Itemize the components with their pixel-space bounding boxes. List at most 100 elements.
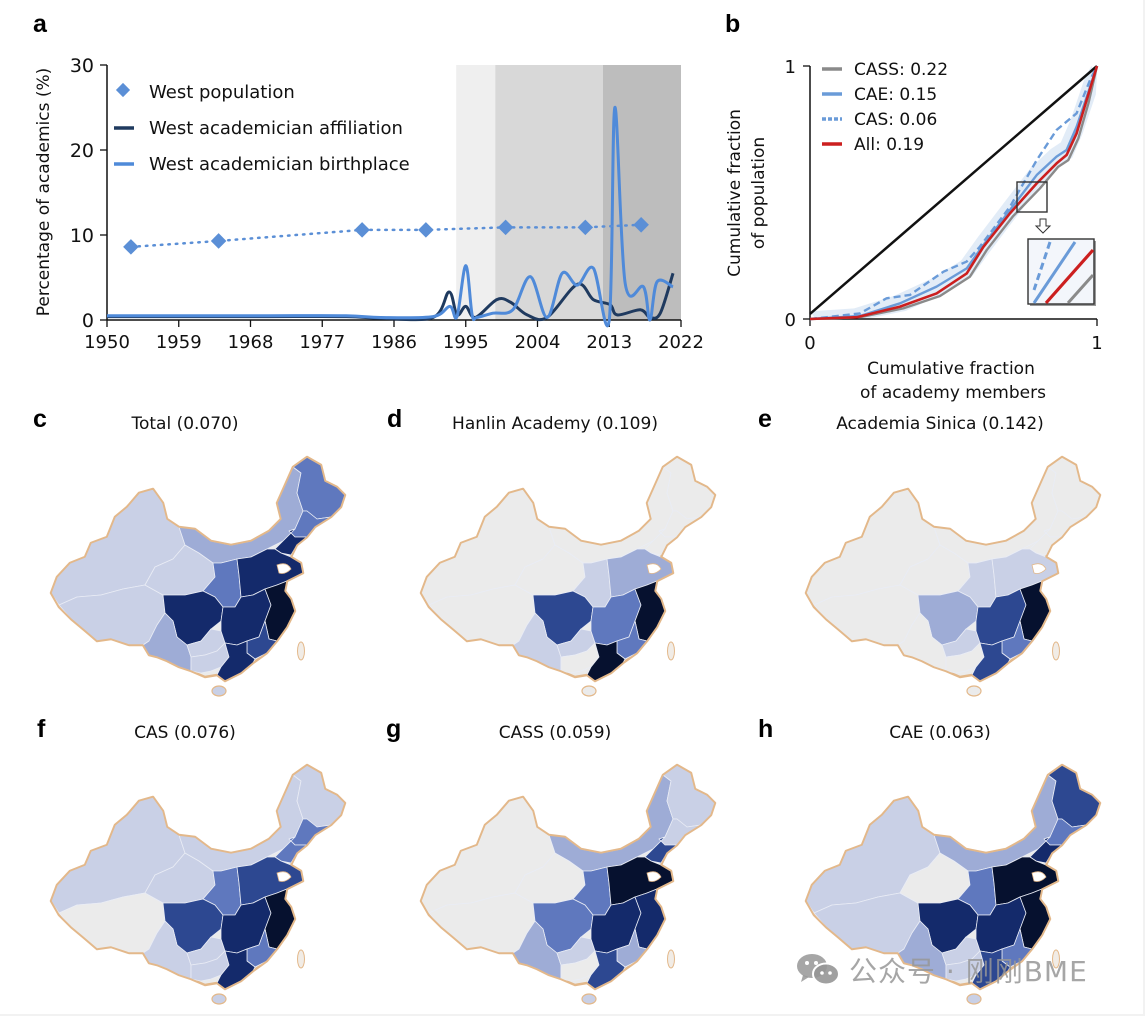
data-point-west-population: [418, 222, 434, 238]
map-title-cae: CAE (0.063): [889, 723, 991, 743]
lorenz-curve-cass: [809, 65, 1099, 321]
x-axis-label-line-2: of academy members: [860, 383, 1046, 403]
panel-letter-h: h: [758, 715, 774, 743]
panel-letter-d: d: [387, 405, 403, 433]
inset-curve-cae: [1032, 241, 1077, 304]
legend-label-cas: CAS: 0.06: [854, 110, 937, 130]
panel-letter-e: e: [758, 405, 772, 433]
x-tick-label: 1959: [156, 332, 202, 353]
province-east-coast: [634, 580, 666, 642]
choropleth-map-cass: [419, 763, 717, 1005]
map-title-cass: CASS (0.059): [498, 723, 612, 743]
bohai-sea: [276, 871, 292, 882]
map-title-academia-sinica: Academia Sinica (0.142): [836, 414, 1044, 434]
bohai-sea: [1031, 563, 1047, 574]
island-taiwan: [667, 641, 675, 661]
island-taiwan: [1052, 641, 1060, 661]
choropleth-map-academia-sinica: [804, 455, 1102, 697]
map-title-total: Total (0.070): [131, 414, 239, 434]
y-axis-label: Percentage of academics (%): [34, 68, 54, 317]
island-taiwan: [297, 949, 305, 969]
choropleth-map-hanlin: [419, 455, 717, 697]
data-point-west-population: [210, 233, 227, 249]
legend-label-affiliation: West academician affiliation: [149, 118, 403, 139]
chart-b-lorenz-curves: 0 1 0 1 CASS: 0.22 CAE: 0.15 CAS: 0.06 All: 0.…: [725, 57, 1103, 403]
y-tick-label: 20: [70, 140, 94, 162]
x-tick-label: 0: [804, 333, 815, 354]
data-point-west-population: [577, 219, 594, 236]
chart-a-line-chart: 0 10 20 30 1950 1959 1968 1977 1986 1995 2004 2013 2…: [34, 55, 704, 353]
choropleth-map-cas: [49, 763, 347, 1005]
map-title-cas: CAS (0.076): [134, 723, 236, 743]
panel-letter-f: f: [37, 715, 46, 743]
x-tick-label: 2013: [586, 332, 632, 353]
data-point-west-population: [123, 239, 139, 255]
data-point-west-population: [633, 217, 649, 233]
choropleth-map-total: [49, 455, 347, 697]
data-point-west-population: [354, 222, 370, 238]
shaded-period-mid: [495, 65, 603, 320]
province-east-coast: [1019, 888, 1051, 950]
island-taiwan: [297, 641, 305, 661]
inset-curve-cass: [1066, 274, 1095, 304]
legend-label-all: All: 0.19: [854, 135, 924, 155]
panel-letter-a: a: [33, 10, 47, 38]
country-border: [420, 456, 716, 682]
inset-frame: [1027, 238, 1095, 305]
island-taiwan: [667, 949, 675, 969]
province-east-coast: [634, 888, 666, 950]
lorenz-curve-cae: [809, 65, 1099, 321]
bohai-sea: [1031, 871, 1047, 882]
y-axis-label-line-1: Cumulative fraction: [725, 109, 745, 277]
map-title-hanlin: Hanlin Academy (0.109): [452, 414, 658, 434]
inset-curve-cas: [1032, 241, 1052, 291]
y-tick-label: 1: [785, 57, 796, 78]
equality-line: [809, 65, 1098, 315]
province-east-coast: [264, 888, 296, 950]
data-point-west-population: [497, 219, 514, 236]
province-east-coast: [1019, 580, 1051, 642]
x-tick-label: 1995: [443, 332, 489, 353]
province-hainan: [966, 685, 982, 697]
lorenz-curve-all: [809, 65, 1099, 321]
x-tick-label: 1968: [228, 332, 274, 353]
panel-letter-b: b: [725, 10, 741, 38]
wechat-icon: [797, 954, 840, 986]
bohai-sea: [276, 563, 292, 574]
legend-label-cass: CASS: 0.22: [854, 60, 948, 80]
y-tick-label: 10: [70, 225, 94, 247]
series-line-birthplace: [107, 105, 674, 328]
bohai-sea: [646, 563, 662, 574]
panel-letter-g: g: [386, 715, 402, 743]
right-edge-border: [1143, 0, 1145, 1016]
y-axis-label-line-2: of population: [749, 137, 769, 249]
watermark: 公众号 · 刚刚BME: [795, 948, 1088, 992]
x-tick-label: 2022: [658, 332, 704, 353]
legend-label-birthplace: West academician birthplace: [149, 154, 410, 175]
x-tick-label: 1977: [299, 332, 345, 353]
country-border: [50, 456, 346, 682]
bohai-sea: [646, 871, 662, 882]
down-arrow-icon: [1034, 218, 1052, 234]
country-border: [420, 764, 716, 990]
x-tick-label: 1986: [371, 332, 417, 353]
legend-label-west-population: West population: [149, 82, 295, 103]
x-tick-label: 1: [1091, 333, 1102, 354]
country-border: [805, 764, 1101, 990]
province-east-coast: [264, 580, 296, 642]
y-tick-label: 30: [70, 55, 94, 77]
legend-label-cae: CAE: 0.15: [854, 85, 937, 105]
zoom-box: [1016, 181, 1048, 213]
inset-curve-all: [1044, 248, 1095, 305]
country-border: [50, 764, 346, 990]
province-hainan: [211, 993, 227, 1005]
province-hainan: [581, 993, 597, 1005]
watermark-text: 公众号 · 刚刚BME: [849, 955, 1088, 988]
province-hainan: [211, 685, 227, 697]
legend-marker-west-population: [115, 82, 131, 98]
province-hainan: [581, 685, 597, 697]
panel-letter-c: c: [33, 405, 47, 433]
y-tick-label: 0: [785, 310, 796, 331]
choropleth-map-cae: [804, 763, 1102, 1005]
x-axis-label-line-1: Cumulative fraction: [867, 359, 1035, 379]
